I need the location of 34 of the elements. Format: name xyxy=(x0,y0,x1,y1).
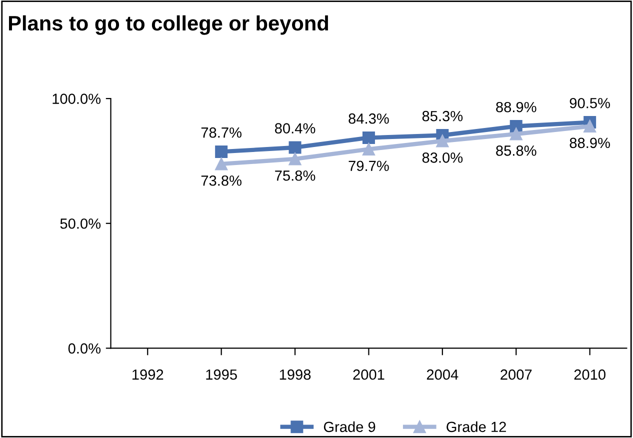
data-label: 90.5% xyxy=(570,98,610,108)
point xyxy=(362,142,375,156)
x-tick-label: 2004 xyxy=(426,369,458,380)
data-label: 88.9% xyxy=(496,102,536,112)
data-label: 80.4% xyxy=(274,123,316,134)
point xyxy=(215,158,228,170)
x-tick-label: 1995 xyxy=(206,369,237,380)
data-label: 75.8% xyxy=(275,170,316,181)
data-label: 84.3% xyxy=(348,113,389,124)
x-tick-label: 1998 xyxy=(280,369,311,380)
y-tick-label: 50.0% xyxy=(60,218,101,229)
point xyxy=(510,128,522,140)
x-tick-label: 2001 xyxy=(353,369,384,380)
data-label: 85.3% xyxy=(422,110,463,122)
x-tick-label: 1992 xyxy=(132,369,164,380)
y-tick-label: 100.0% xyxy=(52,94,101,104)
point xyxy=(584,120,596,133)
point xyxy=(215,145,228,158)
legend-label: Grade 9 xyxy=(324,421,376,432)
point xyxy=(362,131,375,144)
y-tick-label: 0.0% xyxy=(68,343,101,354)
data-label: 78.7% xyxy=(201,127,242,138)
data-label: 73.8% xyxy=(201,175,242,186)
point xyxy=(288,152,302,166)
point xyxy=(436,134,449,148)
data-label: 85.8% xyxy=(496,146,536,156)
data-label: 79.7% xyxy=(348,160,389,172)
x-tick-label: 2007 xyxy=(500,369,532,380)
x-tick-label: 2010 xyxy=(574,369,606,380)
point xyxy=(288,141,302,154)
chart-title: Plans to go to college or beyond xyxy=(8,15,328,35)
legend-label: Grade 12 xyxy=(446,421,506,432)
data-label: 88.9% xyxy=(570,138,610,148)
data-label: 83.0% xyxy=(422,152,463,163)
